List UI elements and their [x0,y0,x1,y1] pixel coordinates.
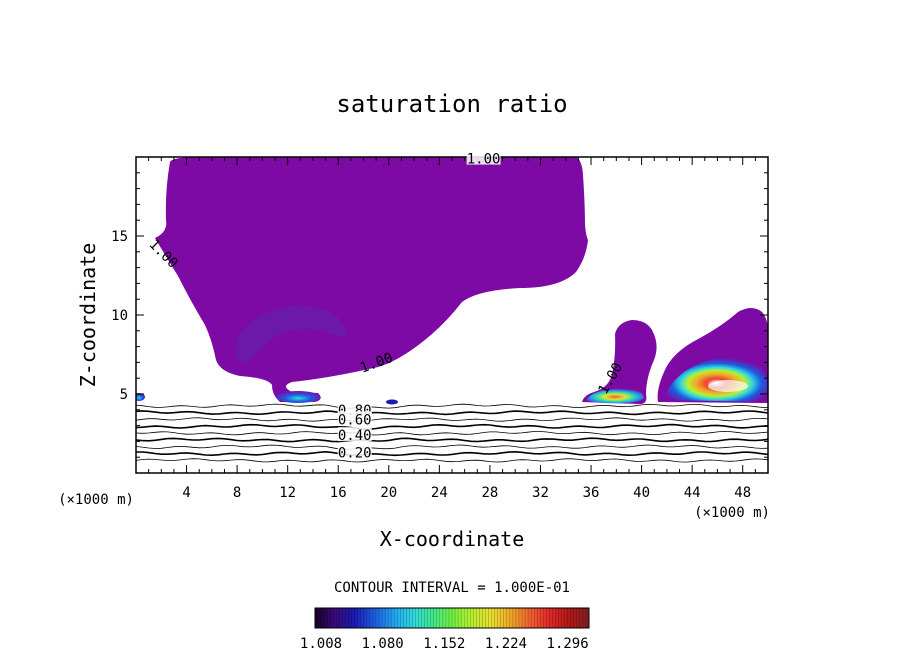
x-tick-label: 36 [583,485,600,501]
colorbar-tick-label: 1.080 [362,636,404,652]
x-tick-label: 24 [431,485,448,501]
contour-label-group: 0.20 [337,444,372,462]
x-unit-label-left: (×1000 m) [58,492,134,508]
contour-label: 1.00 [467,152,501,168]
contour-line [136,403,768,409]
colorbar-tick-label: 1.224 [485,636,527,652]
blob-left-edge [136,393,145,401]
blob-x12 [276,391,320,403]
contour-label-bg [337,444,372,459]
x-tick-label: 44 [684,485,701,501]
x-axis-ticks: 4 8 12 16 20 24 28 32 36 40 44 48 [148,157,756,501]
contour-label-group: 1.00 [466,150,501,168]
x-tick-label: 40 [633,485,650,501]
contour-line [136,437,768,443]
contour-line [136,450,768,457]
x-tick-label: 20 [380,485,397,501]
x-tick-label: 32 [532,485,549,501]
contour-line [136,444,768,450]
x-tick-label: 16 [330,485,347,501]
contour-label-bg [337,411,372,426]
y-axis-ticks: 5 10 15 [111,172,768,458]
contour-label-group: 0.40 [337,427,372,444]
contour-label-bg [466,150,501,165]
contour-label: 0.60 [338,412,372,428]
y-tick-label: 10 [111,308,128,324]
x-tick-label: 4 [182,485,190,501]
contour-label-group: 0.60 [337,411,372,428]
y-tick-label: 5 [120,387,128,403]
x-tick-label: 48 [734,485,751,501]
contour-line [136,430,768,436]
x-unit-label-right: (×1000 m) [694,505,770,521]
contour-label: 0.40 [338,428,372,444]
colorbar-tick-label: 1.008 [300,636,342,652]
contour-label-bg [337,427,372,442]
subsaturated-contours [136,403,768,463]
contour-line [136,458,768,463]
right-tower-core [664,355,768,402]
contour-label: 0.20 [338,446,372,462]
colorbar-tick-label: 1.152 [423,636,465,652]
contour-line [136,417,768,422]
colorbar-stripes [317,608,587,628]
contour-line [136,423,768,430]
contour-line [136,410,768,416]
y-axis-label: Z-coordinate [76,243,100,388]
contour-interval-text: CONTOUR INTERVAL = 1.000E-01 [334,580,570,596]
plot-area [136,157,768,463]
left-plume-region [582,320,657,404]
inner-core-region [235,305,347,363]
x-tick-label: 8 [233,485,241,501]
right-tower-peak [708,380,748,392]
chart-title: saturation ratio [336,90,567,118]
y-tick-label: 15 [111,229,128,245]
left-plume-core [586,389,644,404]
x-axis-label: X-coordinate [380,527,525,551]
colorbar-tick-label: 1.296 [547,636,589,652]
blob-x20 [386,399,398,405]
colorbar: 1.008 1.080 1.152 1.224 1.296 [300,607,590,652]
x-tick-label: 28 [481,485,498,501]
x-tick-label: 12 [279,485,296,501]
colorbar-tick-labels: 1.008 1.080 1.152 1.224 1.296 [300,636,589,652]
